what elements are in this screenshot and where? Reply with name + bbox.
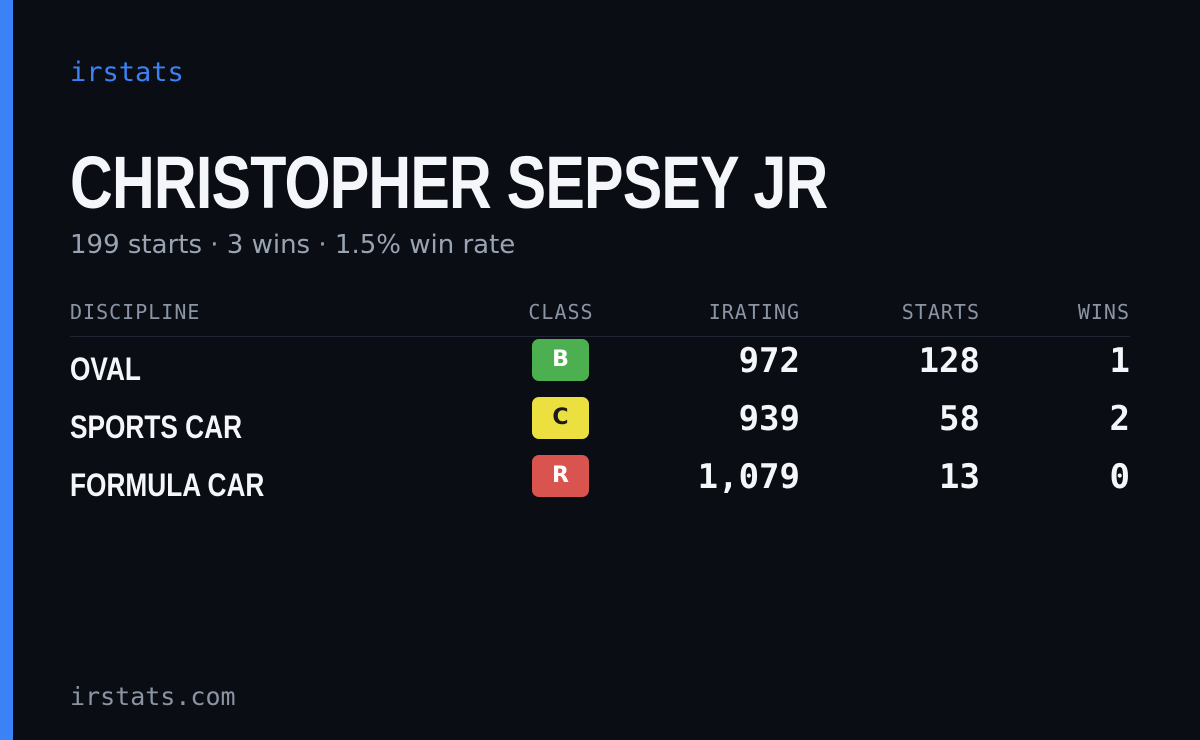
- starts-value: 58: [939, 399, 980, 439]
- starts-value: 13: [939, 457, 980, 497]
- license-class-badge: B: [532, 339, 589, 381]
- driver-name: CHRISTOPHER SEPSEY JR: [70, 141, 828, 224]
- accent-bar: [0, 0, 13, 740]
- irating-value: 972: [738, 341, 800, 381]
- header-wins: WINS: [1077, 300, 1130, 324]
- wins-value: 0: [1109, 457, 1130, 497]
- header-discipline: DISCIPLINE: [70, 300, 201, 324]
- starts-value: 128: [918, 341, 980, 381]
- header-class: CLASS: [528, 300, 594, 324]
- license-class-badge: R: [532, 455, 589, 497]
- brand-logo: irstats: [70, 57, 184, 88]
- header-starts: STARTS: [901, 300, 980, 324]
- wins-value: 1: [1109, 341, 1130, 381]
- license-class-badge: C: [532, 397, 589, 439]
- driver-summary: 199 starts · 3 wins · 1.5% win rate: [70, 230, 516, 260]
- table-row: SPORTS CAR C 939 58 2: [70, 395, 1130, 453]
- wins-value: 2: [1109, 399, 1130, 439]
- table-row: FORMULA CAR R 1,079 13 0: [70, 453, 1130, 511]
- discipline-name: OVAL: [70, 351, 141, 387]
- irating-value: 1,079: [697, 457, 800, 497]
- table-row: OVAL B 972 128 1: [70, 337, 1130, 395]
- stats-table: DISCIPLINE CLASS IRATING STARTS WINS OVA…: [70, 296, 1130, 511]
- irating-value: 939: [738, 399, 800, 439]
- discipline-name: SPORTS CAR: [70, 409, 243, 445]
- footer-url: irstats.com: [70, 682, 236, 711]
- discipline-name: FORMULA CAR: [70, 467, 265, 503]
- header-irating: IRATING: [708, 300, 800, 324]
- table-header: DISCIPLINE CLASS IRATING STARTS WINS: [70, 296, 1130, 337]
